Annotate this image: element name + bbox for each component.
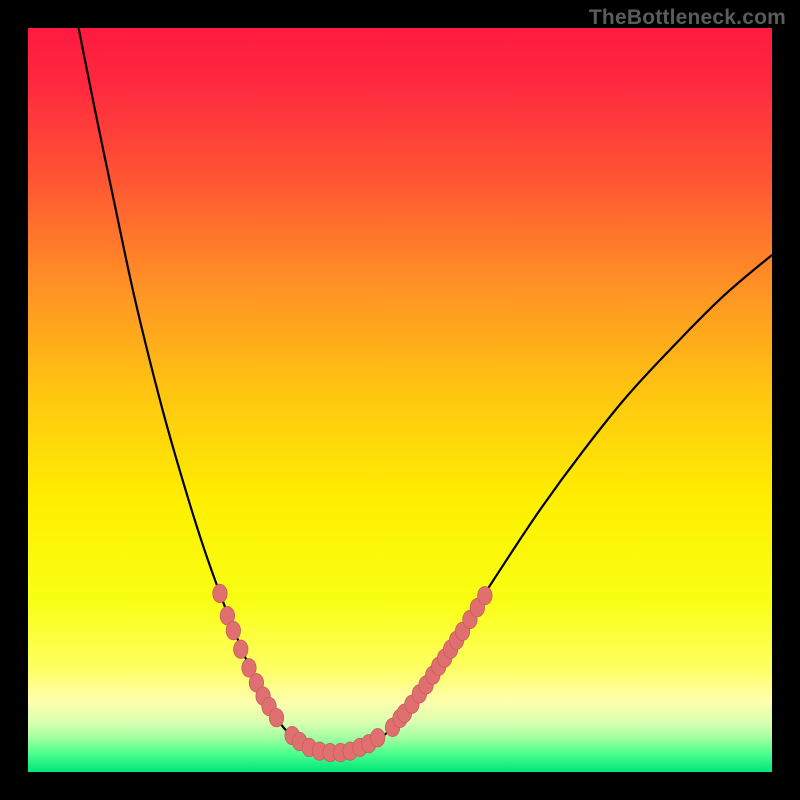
marker-right-14 xyxy=(478,586,492,604)
marker-left-3 xyxy=(234,640,248,658)
bottleneck-chart xyxy=(28,28,772,772)
marker-left-0 xyxy=(213,584,227,602)
marker-bottom-9 xyxy=(370,729,384,747)
watermark-text: TheBottleneck.com xyxy=(589,6,786,30)
marker-left-8 xyxy=(269,708,283,726)
chart-container: TheBottleneck.com xyxy=(0,0,800,800)
gradient-background xyxy=(28,28,772,772)
marker-left-2 xyxy=(226,621,240,639)
